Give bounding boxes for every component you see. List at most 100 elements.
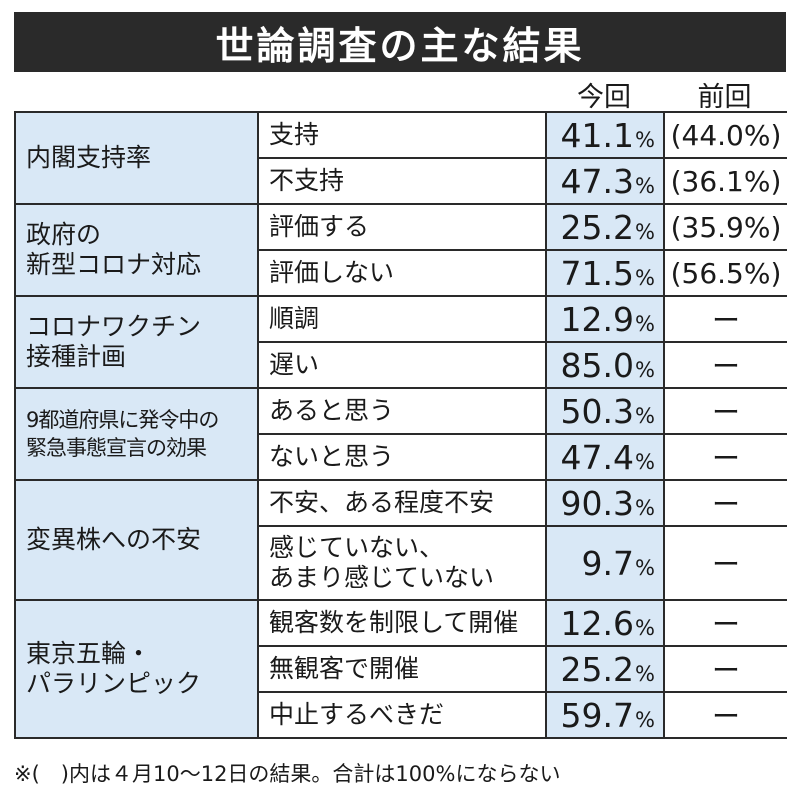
table-row: 政府の 新型コロナ対応 評価する 25.2% (35.9%) [14,203,787,297]
answer-cell: ないと思う [257,433,547,481]
answer-label: 観客数を制限して開催 [269,608,519,637]
previous-value: ー [663,691,787,739]
current-value: 47.3 [560,161,635,201]
answer-cell: 不支持 [257,157,547,205]
answer-label: 不安、ある程度不安 [269,488,495,517]
previous-value: ー [663,433,787,481]
answer-label: ないと思う [269,442,395,471]
current-value-cell: 25.2% [545,203,665,251]
table-row: 評価しない 71.5% (56.5%) [15,249,787,297]
category-label: 内閣支持率 [26,143,152,172]
previous-value: (56.5%) [663,249,787,297]
percent-sign: % [635,661,655,686]
category-cell: 東京五輪・ パラリンピック [14,599,259,739]
table-row: 変異株への不安 不安、ある程度不安 90.3% ー [14,479,787,601]
answer-cell: 遅い [257,341,547,389]
current-value-cell: 59.7% [545,691,665,739]
previous-value: ー [663,479,787,527]
footnote: ※( )内は４月10～12日の結果。合計は100%にならない [14,762,561,786]
current-value-cell: 47.3% [545,157,665,205]
answer-label: 遅い [269,350,320,379]
answer-label: あると思う [269,396,395,425]
current-value-cell: 50.3% [545,387,665,435]
answer-label: あまり感じていない [269,563,495,592]
table-row: ないと思う 47.4% ー [15,433,787,481]
percent-sign: % [635,265,655,290]
answer-cell: 順調 [257,295,547,343]
answer-label: 無観客で開催 [269,654,420,683]
current-value: 12.6 [560,603,635,643]
current-value-cell: 12.6% [545,599,665,647]
current-value-cell: 71.5% [545,249,665,297]
answer-label: 支持 [269,120,320,149]
category-cell: 政府の 新型コロナ対応 [14,203,259,297]
category-label: パラリンピック [26,669,202,698]
answer-cell: 観客数を制限して開催 [257,599,547,647]
percent-sign: % [635,495,655,520]
current-value: 47.4 [560,437,635,477]
answer-label: 不支持 [269,166,345,195]
answer-cell: 中止するべきだ [257,691,547,739]
category-label: 変異株への不安 [26,525,202,554]
previous-value: ー [663,341,787,389]
table-row: コロナワクチン 接種計画 順調 12.9% ー [14,295,787,389]
column-header-previous: 前回 [697,81,752,113]
category-label: 緊急事態宣言の効果 [26,436,207,460]
previous-value: (36.1%) [663,157,787,205]
percent-sign: % [635,173,655,198]
current-value: 25.2 [560,207,635,247]
percent-sign: % [635,219,655,244]
table-row: 内閣支持率 支持 41.1% (44.0%) [14,111,787,205]
answer-label: 中止するべきだ [269,700,445,729]
answer-cell: 評価する [257,203,547,251]
current-value-cell: 25.2% [545,645,665,693]
category-cell: 変異株への不安 [14,479,259,601]
answer-label: 順調 [269,304,320,333]
previous-value: ー [663,645,787,693]
current-value: 71.5 [560,253,635,293]
category-label: コロナワクチン [26,312,202,341]
current-value: 9.7 [581,543,635,583]
current-value-cell: 90.3% [545,479,665,527]
previous-value: (44.0%) [663,111,787,159]
previous-value: ー [663,525,787,601]
table-row: 遅い 85.0% ー [15,341,787,389]
current-value-cell: 85.0% [545,341,665,389]
category-label: 接種計画 [26,342,127,371]
results-table: 内閣支持率 支持 41.1% (44.0%) 不支持 47.3% (36.1%) 政府の 新型コ… [14,111,787,739]
previous-value: ー [663,387,787,435]
current-value: 90.3 [560,483,635,523]
percent-sign: % [635,707,655,732]
current-value: 41.1 [560,115,635,155]
table-row: 感じていない、 あまり感じていない 9.7% ー [15,525,787,601]
category-cell: 内閣支持率 [14,111,259,205]
percent-sign: % [635,357,655,382]
previous-value: ー [663,295,787,343]
previous-value: ー [663,599,787,647]
current-value: 25.2 [560,649,635,689]
current-value-cell: 41.1% [545,111,665,159]
answer-cell: 無観客で開催 [257,645,547,693]
current-value: 59.7 [560,695,635,735]
table-row: 東京五輪・ パラリンピック 観客数を制限して開催 12.6% ー [14,599,787,739]
current-value: 85.0 [560,345,635,385]
category-cell: コロナワクチン 接種計画 [14,295,259,389]
table-row: 中止するべきだ 59.7% ー [15,691,787,739]
category-label: 9都道府県に発令中の [26,408,219,432]
table-row: 不支持 47.3% (36.1%) [15,157,787,205]
category-label: 東京五輪・ [26,639,152,668]
current-value: 50.3 [560,391,635,431]
answer-label: 感じていない、 [269,533,445,562]
percent-sign: % [635,403,655,428]
table-row: 無観客で開催 25.2% ー [15,645,787,693]
percent-sign: % [635,615,655,640]
percent-sign: % [635,127,655,152]
percent-sign: % [635,555,655,580]
answer-cell: 支持 [257,111,547,159]
percent-sign: % [635,449,655,474]
percent-sign: % [635,311,655,336]
category-label: 政府の [26,220,102,249]
previous-value: (35.9%) [663,203,787,251]
page-title: 世論調査の主な結果 [14,12,786,72]
column-header-current: 今回 [577,81,631,113]
